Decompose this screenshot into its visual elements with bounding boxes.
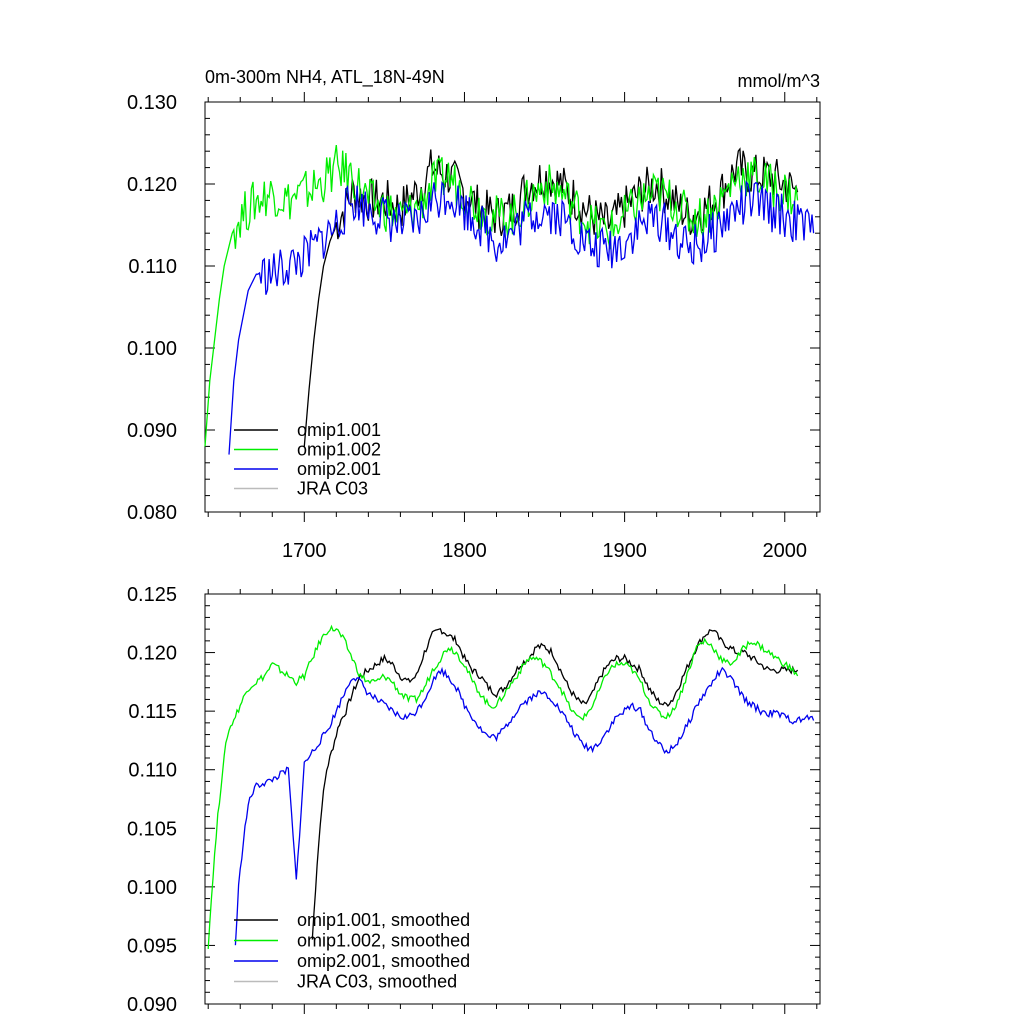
x-tick-label: 1900 xyxy=(602,540,647,562)
legend-label: omip2.001 xyxy=(297,459,381,479)
y-tick-label: 0.095 xyxy=(127,935,177,957)
y-tick-label: 0.115 xyxy=(128,701,177,723)
axis-ticks-bottom xyxy=(205,584,820,1014)
series-lines-bottom xyxy=(207,624,815,949)
y-tick-label: 0.110 xyxy=(128,256,177,278)
y-tick-label: 0.125 xyxy=(127,584,177,606)
series-line-omip1-002 xyxy=(204,145,799,447)
chart-title: 0m-300m NH4, ATL_18N-49N xyxy=(205,67,445,88)
plot-frame-bottom xyxy=(204,593,821,1005)
series-line-omip1-001-smoothed xyxy=(311,627,799,940)
y-tick-label: 0.090 xyxy=(127,994,177,1016)
legend-label: JRA C03, smoothed xyxy=(297,972,457,992)
legend-label: omip1.002 xyxy=(297,440,381,460)
y-tick-label: 0.120 xyxy=(127,643,177,665)
y-tick-label: 0.090 xyxy=(127,420,177,442)
y-tick-label: 0.130 xyxy=(127,92,177,114)
legend-label: omip1.001, smoothed xyxy=(297,910,470,930)
legend-label: JRA C03 xyxy=(297,479,368,499)
plot-frame-top xyxy=(204,101,821,513)
axis-labels-bottom: 0.090 0.095 0.100 0.105 0.110 0.115 0.120 0.125 xyxy=(127,584,177,1016)
y-tick-label: 0.080 xyxy=(127,502,177,524)
series-lines-top xyxy=(204,145,815,455)
x-tick-label: 1800 xyxy=(442,540,487,562)
legend-label: omip1.001 xyxy=(297,420,381,440)
y-tick-label: 0.110 xyxy=(128,760,177,782)
bottom-panel: 0.090 0.095 0.100 0.105 0.110 0.115 0.120 0.125… xyxy=(127,584,821,1016)
chart-units: mmol/m^3 xyxy=(738,71,820,91)
legend-label: omip1.002, smoothed xyxy=(297,931,470,951)
legend-label: omip2.001, smoothed xyxy=(297,951,470,971)
y-tick-label: 0.100 xyxy=(127,877,177,899)
series-line-omip1-002-smoothed xyxy=(207,624,799,949)
axis-labels-top: 0.080 0.090 0.100 0.110 0.120 0.130 1700 1800 19… xyxy=(127,92,807,562)
series-line-omip2-001-smoothed xyxy=(234,666,815,946)
series-line-omip2-001 xyxy=(228,180,815,455)
top-panel: 0m-300m NH4, ATL_18N-49N mmol/m^3 0.0800… xyxy=(127,67,821,562)
y-tick-label: 0.105 xyxy=(127,818,177,840)
axis-ticks-top xyxy=(205,92,820,522)
y-tick-label: 0.100 xyxy=(127,338,177,360)
y-tick-label: 0.120 xyxy=(127,174,177,196)
x-tick-label: 1700 xyxy=(282,540,327,562)
x-tick-label: 2000 xyxy=(763,540,808,562)
